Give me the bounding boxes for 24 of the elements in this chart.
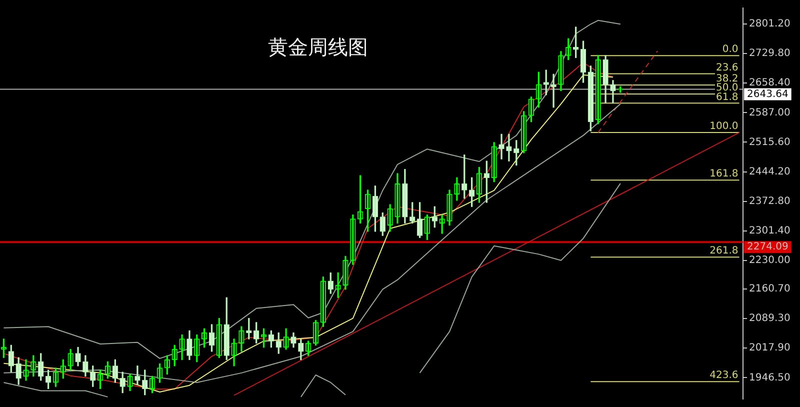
y-tick-label: 2017.90 xyxy=(749,342,790,354)
series-label: 161.8 xyxy=(710,168,738,180)
y-tick-label: 2801.20 xyxy=(749,18,790,30)
series-label: 50.0 xyxy=(716,82,738,94)
ref-line-label: 2274.09 xyxy=(747,242,788,253)
y-tick-label: 2444.20 xyxy=(749,166,790,178)
text: 黄金周线图 xyxy=(268,34,368,61)
ref-line-label: 2643.64 xyxy=(747,88,788,100)
y-tick-label: 2160.70 xyxy=(749,284,790,295)
series-label: 423.6 xyxy=(710,370,738,382)
series-label: 23.6 xyxy=(716,62,738,74)
series-label: 100.0 xyxy=(710,121,738,132)
y-tick-label: 2515.60 xyxy=(749,136,790,148)
y-tick-label: 2587.00 xyxy=(749,107,790,118)
y-tick-label: 1946.50 xyxy=(749,372,790,384)
y-tick-label: 2089.30 xyxy=(749,313,790,324)
y-tick-label: 2372.80 xyxy=(749,196,790,207)
series-label: 0.0 xyxy=(722,44,738,56)
y-tick-label: 2230.00 xyxy=(749,254,790,266)
y-tick-label: 2301.40 xyxy=(749,225,790,236)
series-label: 261.8 xyxy=(710,246,738,257)
y-tick-label: 2729.80 xyxy=(749,48,790,60)
y-tick-label: 2658.40 xyxy=(749,78,790,89)
series-label: 61.8 xyxy=(716,92,738,103)
